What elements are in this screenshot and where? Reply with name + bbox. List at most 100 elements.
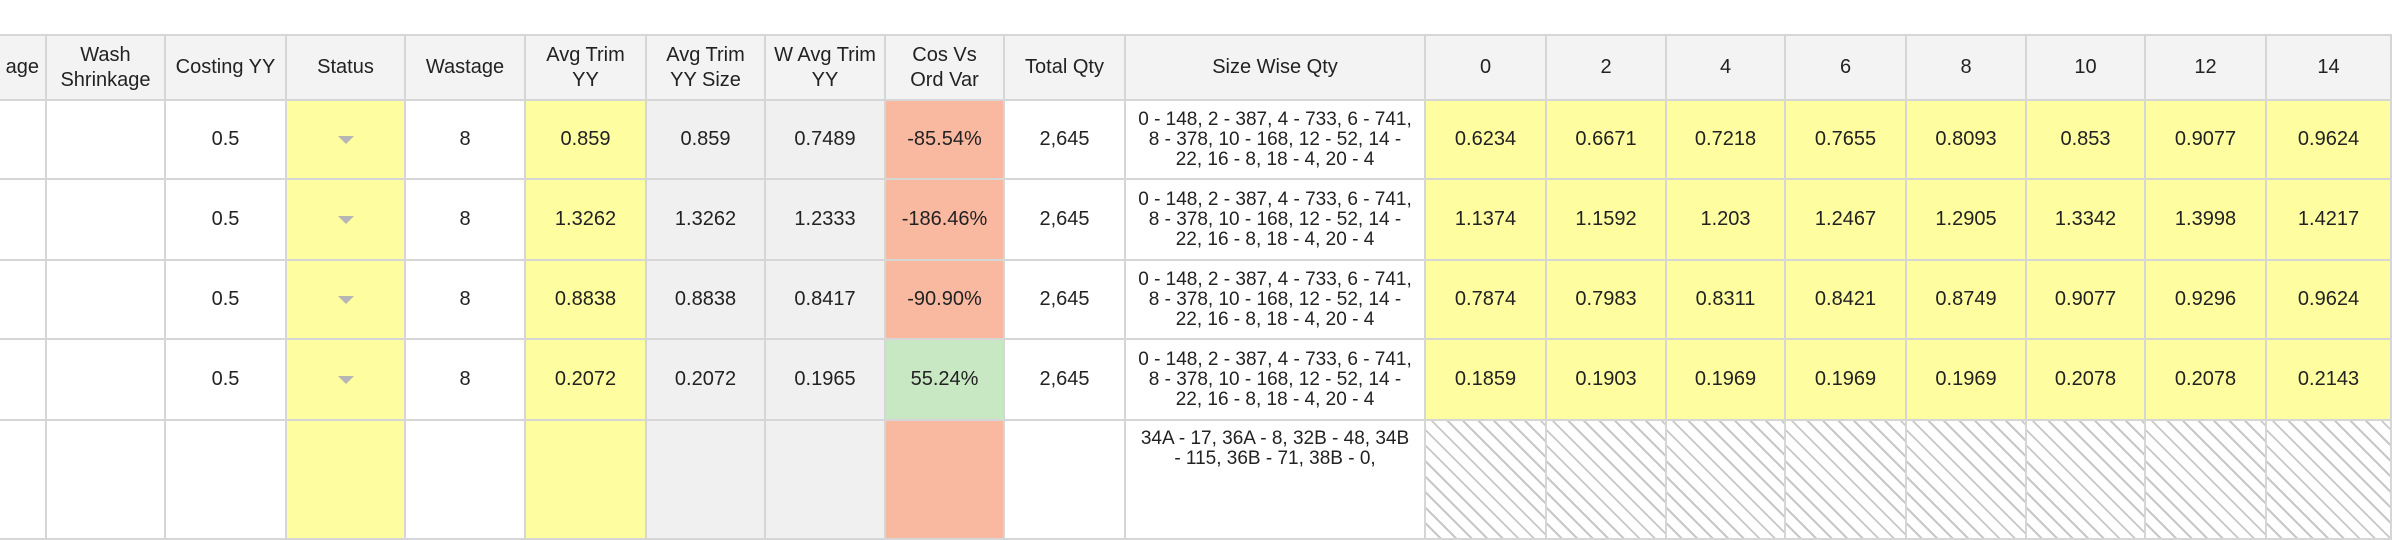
table-cell: 8 [406, 101, 526, 180]
table-cell[interactable]: 0.9077 [2146, 101, 2267, 180]
table-cell: 8 [406, 340, 526, 421]
table-cell [1426, 421, 1547, 540]
column-header[interactable]: 8 [1907, 34, 2027, 101]
table-cell [47, 101, 166, 180]
table-cell[interactable]: 0.9624 [2267, 261, 2392, 340]
table-cell[interactable]: 0.1969 [1907, 340, 2027, 421]
table-cell[interactable]: 1.2905 [1907, 180, 2027, 261]
table-cell: 0.8838 [526, 261, 647, 340]
table-cell [1667, 421, 1786, 540]
status-dropdown[interactable] [287, 101, 406, 180]
table-cell[interactable]: 0.1969 [1667, 340, 1786, 421]
table-cell: 1.2333 [766, 180, 886, 261]
table-cell[interactable]: 1.1374 [1426, 180, 1547, 261]
table-cell[interactable]: 0.7983 [1547, 261, 1667, 340]
table-cell[interactable]: 1.2467 [1786, 180, 1907, 261]
dropdown-arrow[interactable] [337, 375, 354, 384]
table-cell: 0.2072 [526, 340, 647, 421]
table-cell [0, 421, 47, 540]
table-cell: 2,645 [1005, 340, 1126, 421]
column-header[interactable]: Size Wise Qty [1126, 34, 1426, 101]
column-header[interactable]: nal age [0, 34, 47, 101]
table-cell: 0.7489 [766, 101, 886, 180]
column-header[interactable]: 2 [1547, 34, 1667, 101]
table-cell[interactable]: 0.2143 [2267, 340, 2392, 421]
table-cell [0, 101, 47, 180]
table-cell: 0 - 148, 2 - 387, 4 - 733, 6 - 741, 8 - … [1126, 261, 1426, 340]
table-cell[interactable]: 0.9296 [2146, 261, 2267, 340]
table-cell [166, 421, 287, 540]
dropdown-arrow[interactable] [337, 295, 354, 304]
column-header[interactable]: 10 [2027, 34, 2146, 101]
table-cell: 8 [406, 180, 526, 261]
column-header[interactable]: Avg Trim YY [526, 34, 647, 101]
table-cell[interactable]: 0.8421 [1786, 261, 1907, 340]
table-cell: 55.24% [886, 340, 1005, 421]
table-cell [2146, 421, 2267, 540]
column-header[interactable]: Total Qty [1005, 34, 1126, 101]
table-cell [526, 421, 647, 540]
status-dropdown[interactable] [287, 180, 406, 261]
status-dropdown[interactable] [287, 340, 406, 421]
table-cell: 0.859 [647, 101, 766, 180]
table-cell: 0.859 [526, 101, 647, 180]
table-cell[interactable]: 1.4217 [2267, 180, 2392, 261]
table-cell[interactable]: 0.8093 [1907, 101, 2027, 180]
column-header[interactable]: Wash Shrinkage [47, 34, 166, 101]
table-cell: 8 [406, 261, 526, 340]
column-header[interactable]: 4 [1667, 34, 1786, 101]
column-header[interactable]: 14 [2267, 34, 2392, 101]
column-header[interactable]: 12 [2146, 34, 2267, 101]
dropdown-arrow[interactable] [337, 135, 354, 144]
table-cell [1005, 421, 1126, 540]
table-cell[interactable]: 1.3342 [2027, 180, 2146, 261]
column-header[interactable]: Wastage [406, 34, 526, 101]
table-cell[interactable]: 0.8749 [1907, 261, 2027, 340]
table-cell [1907, 421, 2027, 540]
table-cell: 0.2072 [647, 340, 766, 421]
table-cell [766, 421, 886, 540]
table-cell[interactable]: 0.7874 [1426, 261, 1547, 340]
table-cell: -85.54% [886, 101, 1005, 180]
table-cell [2027, 421, 2146, 540]
table-cell[interactable]: 0.6234 [1426, 101, 1547, 180]
table-cell [1786, 421, 1907, 540]
table-cell[interactable]: 0.8311 [1667, 261, 1786, 340]
status-dropdown[interactable] [287, 421, 406, 540]
column-header[interactable]: 0 [1426, 34, 1547, 101]
table-cell: 2,645 [1005, 180, 1126, 261]
column-header[interactable]: Cos Vs Ord Var [886, 34, 1005, 101]
column-header[interactable]: Status [287, 34, 406, 101]
table-cell[interactable]: 0.853 [2027, 101, 2146, 180]
table-cell[interactable]: 1.203 [1667, 180, 1786, 261]
table-cell: 0.8417 [766, 261, 886, 340]
table-cell[interactable]: 0.2078 [2027, 340, 2146, 421]
column-header[interactable]: 6 [1786, 34, 1907, 101]
table-cell[interactable]: 1.1592 [1547, 180, 1667, 261]
table-cell[interactable]: 0.7655 [1786, 101, 1907, 180]
table-cell: 0 - 148, 2 - 387, 4 - 733, 6 - 741, 8 - … [1126, 340, 1426, 421]
column-header[interactable]: Costing YY [166, 34, 287, 101]
table-cell [0, 180, 47, 261]
table-cell[interactable]: 0.7218 [1667, 101, 1786, 180]
table-cell[interactable]: 0.1903 [1547, 340, 1667, 421]
column-header[interactable]: Avg Trim YY Size [647, 34, 766, 101]
dropdown-arrow[interactable] [337, 215, 354, 224]
table-cell[interactable]: 0.6671 [1547, 101, 1667, 180]
table-cell [47, 340, 166, 421]
table-cell[interactable]: 0.1969 [1786, 340, 1907, 421]
table-cell[interactable]: 1.3998 [2146, 180, 2267, 261]
table-cell[interactable]: 0.2078 [2146, 340, 2267, 421]
table-cell[interactable]: 0.9624 [2267, 101, 2392, 180]
table-cell: 0.1965 [766, 340, 886, 421]
table-cell [647, 421, 766, 540]
table-cell: 1.3262 [526, 180, 647, 261]
table-cell[interactable]: 0.9077 [2027, 261, 2146, 340]
status-dropdown[interactable] [287, 261, 406, 340]
table-cell [886, 421, 1005, 540]
column-header[interactable]: W Avg Trim YY [766, 34, 886, 101]
table-cell: 0.5 [166, 101, 287, 180]
table-cell[interactable]: 0.1859 [1426, 340, 1547, 421]
